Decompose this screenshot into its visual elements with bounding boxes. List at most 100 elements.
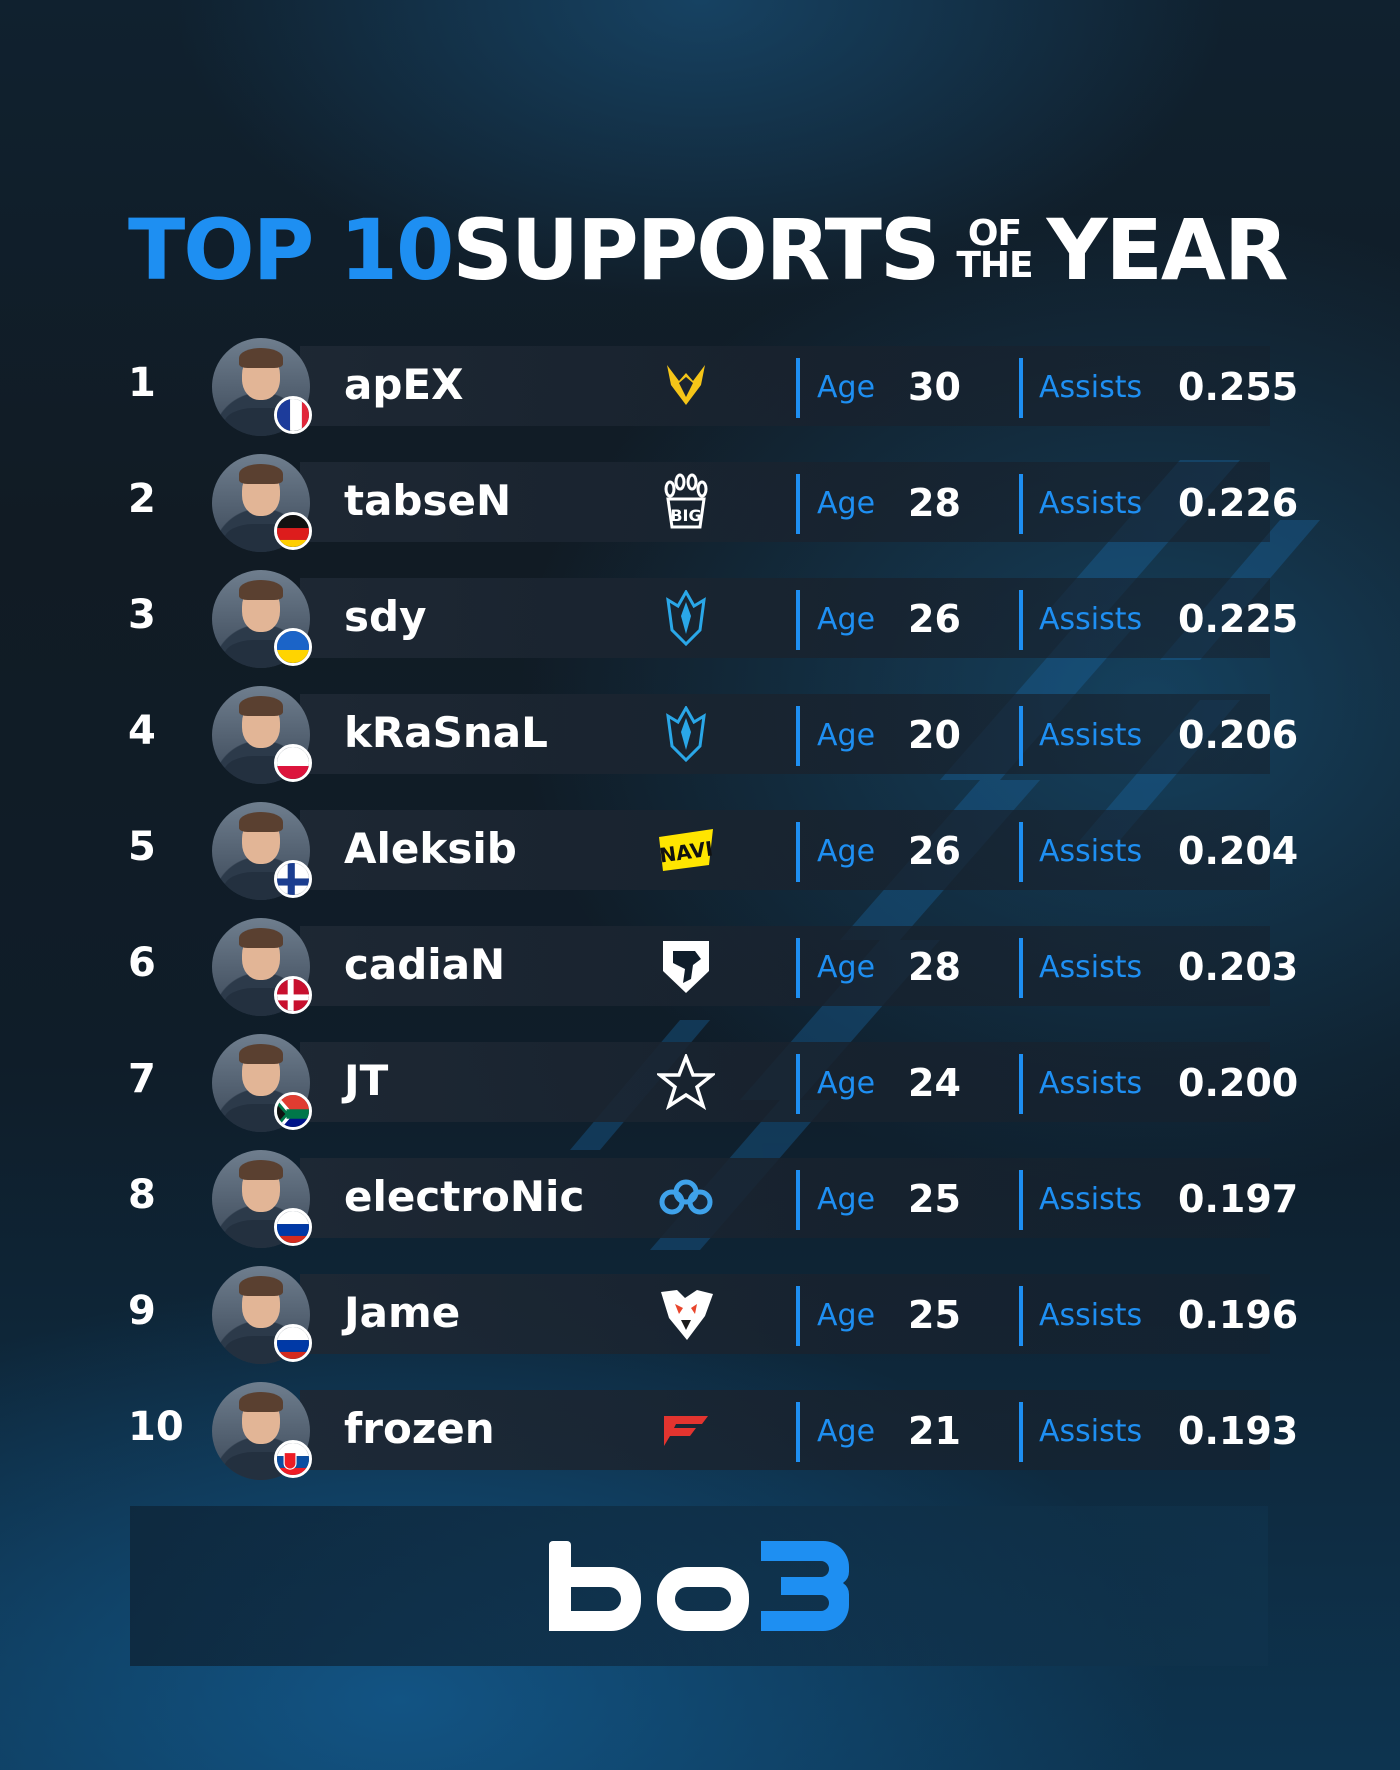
russia-flag-icon — [274, 1324, 312, 1362]
faze-logo-icon — [652, 1402, 720, 1458]
player-row: 4 kRaSnaL Age 20 Assists 0.206 — [0, 686, 1400, 802]
row-background — [300, 346, 1270, 426]
assists-label: Assists — [1039, 486, 1143, 521]
age-divider — [796, 1054, 800, 1114]
player-rank: 3 — [128, 592, 156, 638]
assists-divider — [1019, 822, 1023, 882]
player-age: 28 — [908, 481, 961, 525]
player-rank: 1 — [128, 360, 156, 406]
navi-logo-icon: NAVI — [652, 822, 720, 878]
player-name: electroNic — [344, 1172, 585, 1221]
player-row: 9 Jame Age 25 Assists 0.196 — [0, 1266, 1400, 1382]
vitality-bee-logo-icon — [652, 358, 720, 414]
age-label: Age — [817, 1298, 876, 1333]
assists-divider — [1019, 1286, 1023, 1346]
player-avatar — [212, 1034, 310, 1132]
age-divider — [796, 706, 800, 766]
player-name: apEX — [344, 360, 464, 409]
assists-divider — [1019, 938, 1023, 998]
player-name: kRaSnaL — [344, 708, 548, 757]
row-background — [300, 462, 1270, 542]
player-assists: 0.226 — [1178, 481, 1299, 525]
title-the: THE — [956, 245, 1033, 286]
assists-divider — [1019, 1170, 1023, 1230]
assists-divider — [1019, 1402, 1023, 1462]
age-label: Age — [817, 1066, 876, 1101]
row-background — [300, 1274, 1270, 1354]
bo3-logo — [549, 1541, 850, 1631]
player-age: 26 — [908, 597, 961, 641]
page-title: TOP 10 SUPPORTS OF THE YEAR — [128, 195, 1289, 305]
player-row: 1 apEX Age 30 Assists 0.255 — [0, 338, 1400, 454]
player-row: 8 electroNic Age 25 Assists 0.197 — [0, 1150, 1400, 1266]
player-name: Jame — [344, 1288, 461, 1337]
title-of-the: OF THE — [956, 216, 1033, 286]
age-divider — [796, 1402, 800, 1462]
assists-label: Assists — [1039, 1182, 1143, 1217]
age-divider — [796, 1170, 800, 1230]
player-avatar — [212, 918, 310, 1016]
player-age: 25 — [908, 1293, 961, 1337]
player-assists: 0.206 — [1178, 713, 1299, 757]
player-row: 10 frozen Age 21 Assists 0.193 — [0, 1382, 1400, 1498]
player-row: 5 Aleksib NAVI Age 26 Assists 0.204 — [0, 802, 1400, 918]
age-divider — [796, 358, 800, 418]
player-assists: 0.255 — [1178, 365, 1299, 409]
title-top10: TOP 10 — [128, 201, 454, 299]
age-label: Age — [817, 1414, 876, 1449]
complexity-star-logo-icon — [652, 1054, 720, 1110]
player-assists: 0.203 — [1178, 945, 1299, 989]
player-rank: 7 — [128, 1056, 156, 1102]
assists-divider — [1019, 706, 1023, 766]
assists-label: Assists — [1039, 370, 1143, 405]
assists-label: Assists — [1039, 1414, 1143, 1449]
player-avatar — [212, 1150, 310, 1248]
france-flag-icon — [274, 396, 312, 434]
player-age: 24 — [908, 1061, 961, 1105]
denmark-flag-icon — [274, 976, 312, 1014]
assists-label: Assists — [1039, 718, 1143, 753]
age-label: Age — [817, 1182, 876, 1217]
assists-label: Assists — [1039, 950, 1143, 985]
title-year: YEAR — [1046, 201, 1289, 299]
slovakia-flag-icon — [274, 1440, 312, 1478]
age-label: Age — [817, 950, 876, 985]
player-rank: 4 — [128, 708, 156, 754]
player-row: 7 JT Age 24 Assists 0.200 — [0, 1034, 1400, 1150]
age-label: Age — [817, 602, 876, 637]
player-name: sdy — [344, 592, 427, 641]
player-rank: 5 — [128, 824, 156, 870]
player-name: tabseN — [344, 476, 512, 525]
age-divider — [796, 590, 800, 650]
liquid-horse-logo-icon — [652, 938, 720, 994]
svg-text:BIG: BIG — [670, 506, 701, 525]
assists-divider — [1019, 358, 1023, 418]
age-divider — [796, 822, 800, 882]
germany-flag-icon — [274, 512, 312, 550]
cloud9-logo-icon — [652, 1170, 720, 1226]
russia-flag-icon — [274, 1208, 312, 1246]
title-supports: SUPPORTS — [452, 201, 940, 299]
row-background — [300, 694, 1270, 774]
player-name: frozen — [344, 1404, 495, 1453]
player-avatar — [212, 338, 310, 436]
player-row: 3 sdy Age 26 Assists 0.225 — [0, 570, 1400, 686]
assists-label: Assists — [1039, 1298, 1143, 1333]
player-name: JT — [344, 1056, 389, 1105]
player-age: 25 — [908, 1177, 961, 1221]
row-background — [300, 1158, 1270, 1238]
player-assists: 0.200 — [1178, 1061, 1299, 1105]
player-rank: 9 — [128, 1288, 156, 1334]
assists-divider — [1019, 590, 1023, 650]
age-divider — [796, 938, 800, 998]
player-rank: 10 — [128, 1404, 184, 1450]
row-background — [300, 1042, 1270, 1122]
virtus-pro-bear-logo-icon — [652, 1286, 720, 1342]
player-row: 2 tabseN BIG Age 28 Assists 0.226 — [0, 454, 1400, 570]
player-assists: 0.204 — [1178, 829, 1299, 873]
assists-label: Assists — [1039, 834, 1143, 869]
player-assists: 0.225 — [1178, 597, 1299, 641]
player-age: 20 — [908, 713, 961, 757]
row-background — [300, 1390, 1270, 1470]
monte-logo-icon — [652, 590, 720, 646]
